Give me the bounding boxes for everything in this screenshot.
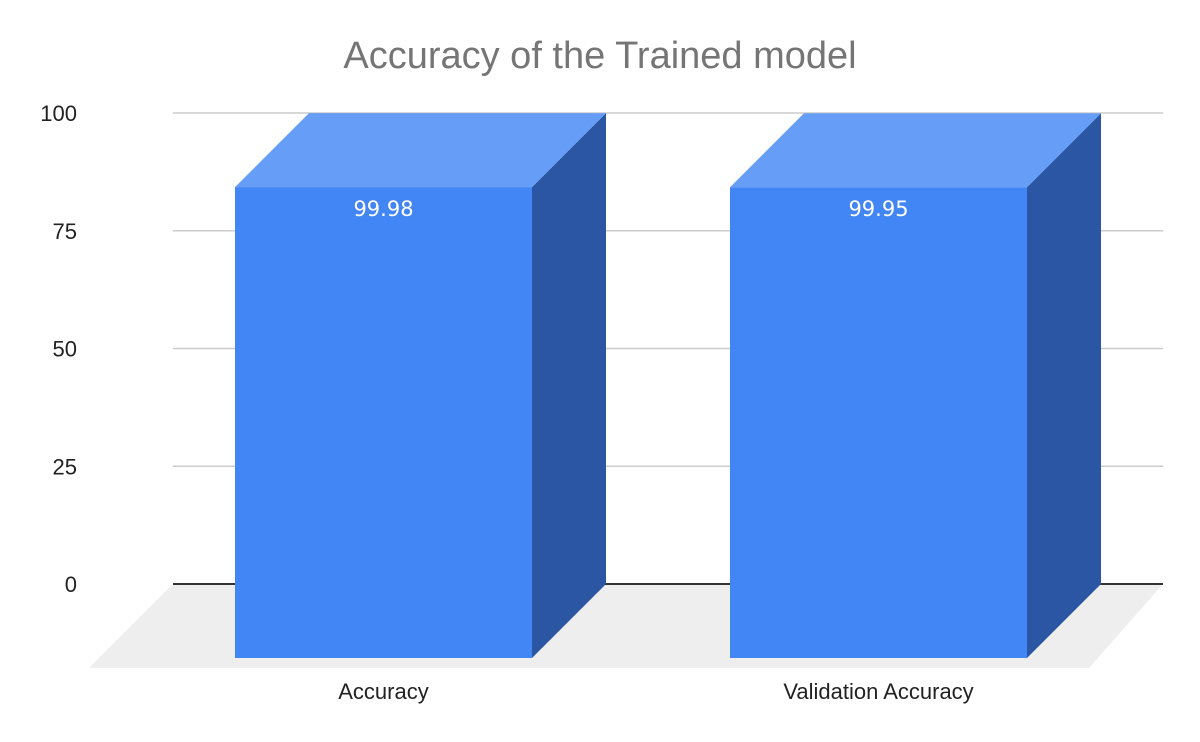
- bar: [730, 113, 1101, 659]
- data-label: 99.98: [353, 197, 413, 221]
- x-category-label: Accuracy: [338, 679, 428, 704]
- bar-side-face: [1027, 113, 1101, 659]
- x-category-label: Validation Accuracy: [783, 679, 973, 704]
- bar-side-face: [532, 113, 606, 659]
- data-labels: 99.98 99.95: [353, 197, 908, 221]
- y-axis-ticks: 0 25 50 75 100: [40, 101, 77, 597]
- y-tick-label: 25: [53, 454, 77, 479]
- bar: [235, 113, 606, 659]
- bar-top-face: [235, 113, 606, 188]
- y-tick-label: 75: [53, 219, 77, 244]
- bar-front-face: [730, 187, 1027, 658]
- y-tick-label: 50: [53, 337, 77, 362]
- chart-title: Accuracy of the Trained model: [343, 35, 856, 77]
- y-tick-label: 0: [65, 572, 77, 597]
- y-tick-label: 100: [40, 101, 77, 126]
- bar-front-face: [235, 187, 532, 659]
- x-axis-labels: Accuracy Validation Accuracy: [338, 679, 973, 704]
- bars: [235, 113, 1101, 659]
- data-label: 99.95: [848, 197, 908, 221]
- bar-top-face: [730, 113, 1101, 188]
